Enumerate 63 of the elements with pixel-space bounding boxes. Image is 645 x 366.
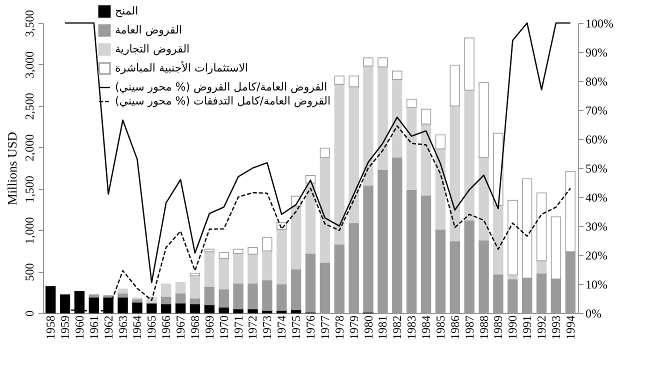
x-tick-label: 1962 bbox=[101, 316, 116, 340]
x-tick-label: 1965 bbox=[144, 316, 159, 340]
legend-label: القروض التجارية bbox=[115, 42, 190, 56]
legend-label: الاستثمارات الأجنبية المباشرة bbox=[115, 60, 248, 74]
y-tick-label: 2,000 bbox=[22, 134, 36, 162]
x-tick-label: 1976 bbox=[304, 316, 318, 340]
y2-tick-label: 70% bbox=[586, 104, 608, 118]
y2-tick-label: 10% bbox=[586, 278, 608, 292]
x-tick-label: 1977 bbox=[318, 316, 332, 340]
y-tick-label: 500 bbox=[22, 263, 36, 282]
y2-tick-label: 60% bbox=[586, 132, 608, 146]
y2-tick-label: 50% bbox=[586, 162, 608, 176]
x-tick-label: 1971 bbox=[231, 316, 246, 340]
x-tick-label: 1970 bbox=[216, 316, 231, 340]
x-tick-label: 1993 bbox=[548, 316, 563, 340]
legend-label: القروض العامة/كامل التدفقات (% محور سيني) bbox=[115, 94, 331, 108]
x-tick-label: 1978 bbox=[332, 316, 346, 340]
x-tick-label: 1961 bbox=[86, 316, 101, 340]
x-tick-label: 1967 bbox=[174, 316, 188, 340]
x-tick-label: 1975 bbox=[289, 316, 304, 340]
y2-tick-label: 100% bbox=[586, 16, 614, 30]
y2-tick-label: 40% bbox=[586, 190, 608, 204]
x-tick-label: 1966 bbox=[159, 316, 174, 340]
x-tick-label: 1992 bbox=[534, 316, 549, 340]
x-tick-label: 1964 bbox=[130, 316, 144, 340]
x-tick-label: 1958 bbox=[44, 316, 58, 340]
y-tick-label: 1,500 bbox=[22, 176, 36, 203]
x-tick-label: 1983 bbox=[404, 316, 419, 340]
x-tick-label: 1969 bbox=[202, 316, 216, 340]
x-tick-label: 1990 bbox=[506, 316, 520, 340]
y2-tick-label: 30% bbox=[586, 220, 608, 234]
x-tick-label: 1972 bbox=[246, 316, 260, 340]
x-tick-label: 1989 bbox=[491, 316, 506, 340]
y2-tick-label: 20% bbox=[586, 248, 608, 262]
x-tick-label: 1986 bbox=[448, 316, 462, 340]
x-tick-label: 1982 bbox=[390, 316, 404, 340]
x-tick-label: 1968 bbox=[188, 316, 202, 340]
x-tick-label: 1987 bbox=[462, 316, 476, 340]
legend-label: المنح bbox=[115, 4, 138, 18]
x-tick-label: 1980 bbox=[361, 316, 376, 340]
legend-label: القروض العامة/كامل القروض (% محور سيني) bbox=[115, 80, 328, 94]
y2-tick-label: 90% bbox=[586, 46, 608, 60]
y-tick-label: 0 bbox=[22, 310, 36, 316]
x-tick-label: 1963 bbox=[116, 316, 130, 340]
legend-label: القروض العامة bbox=[115, 24, 182, 36]
y-tick-label: 1,000 bbox=[22, 217, 36, 244]
x-tick-label: 1985 bbox=[433, 316, 448, 340]
x-tick-label: 1973 bbox=[260, 316, 274, 340]
x-tick-label: 1984 bbox=[419, 316, 434, 340]
y2-tick-label: 0% bbox=[586, 306, 602, 320]
x-tick-label: 1974 bbox=[274, 316, 289, 340]
x-tick-label: 1960 bbox=[72, 316, 86, 340]
x-tick-label: 1991 bbox=[520, 316, 534, 340]
x-tick-label: 1979 bbox=[346, 316, 361, 340]
x-tick-label: 1988 bbox=[476, 316, 491, 340]
x-tick-label: 1981 bbox=[376, 316, 390, 340]
y-tick-label: 3,000 bbox=[22, 51, 36, 78]
y2-tick-label: 80% bbox=[586, 74, 608, 88]
y-tick-label: 3,500 bbox=[22, 10, 36, 37]
x-tick-label: 1959 bbox=[58, 316, 72, 340]
y-axis-title: Millions USD bbox=[4, 132, 20, 206]
y-tick-label: 2,500 bbox=[22, 92, 36, 120]
x-tick-label: 1994 bbox=[563, 316, 578, 340]
